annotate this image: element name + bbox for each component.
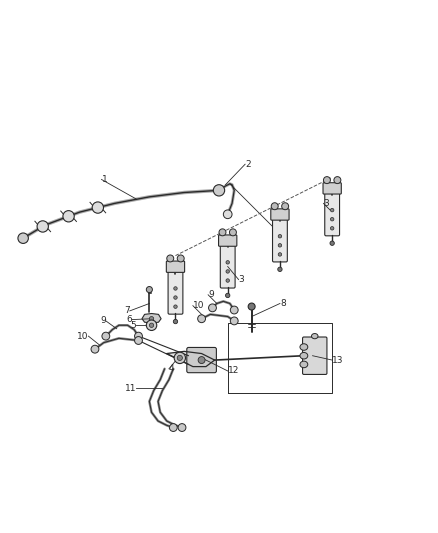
Circle shape — [170, 424, 177, 431]
Polygon shape — [142, 313, 161, 323]
Circle shape — [167, 255, 174, 262]
Text: 10: 10 — [193, 301, 205, 310]
Circle shape — [91, 345, 99, 353]
Circle shape — [178, 424, 186, 431]
Circle shape — [174, 305, 177, 309]
Text: 2: 2 — [245, 160, 251, 169]
Text: 13: 13 — [332, 356, 344, 365]
FancyBboxPatch shape — [303, 337, 327, 375]
Ellipse shape — [311, 334, 318, 339]
Circle shape — [278, 267, 282, 271]
Circle shape — [323, 176, 330, 183]
Circle shape — [173, 319, 178, 324]
Ellipse shape — [300, 344, 308, 350]
Text: 3: 3 — [323, 199, 329, 208]
Circle shape — [174, 287, 177, 290]
Circle shape — [226, 270, 230, 273]
Circle shape — [230, 229, 237, 236]
FancyBboxPatch shape — [271, 209, 289, 220]
Polygon shape — [167, 351, 215, 367]
FancyBboxPatch shape — [219, 235, 237, 246]
FancyBboxPatch shape — [168, 270, 183, 314]
Circle shape — [18, 233, 28, 244]
Circle shape — [63, 211, 74, 222]
Circle shape — [334, 176, 341, 183]
Circle shape — [330, 217, 334, 221]
Circle shape — [177, 356, 183, 360]
Circle shape — [208, 304, 216, 312]
Circle shape — [282, 203, 289, 209]
Circle shape — [271, 203, 278, 209]
Circle shape — [198, 357, 205, 364]
Circle shape — [92, 202, 103, 213]
Circle shape — [174, 352, 185, 364]
FancyBboxPatch shape — [325, 192, 339, 236]
Ellipse shape — [300, 352, 308, 359]
Text: 1: 1 — [102, 175, 107, 184]
Text: 9: 9 — [208, 290, 214, 300]
Circle shape — [278, 244, 282, 247]
Circle shape — [248, 303, 255, 310]
Ellipse shape — [300, 361, 308, 368]
Circle shape — [198, 315, 205, 322]
Circle shape — [230, 317, 238, 325]
Text: 5: 5 — [131, 321, 136, 330]
Circle shape — [213, 184, 225, 196]
Circle shape — [149, 317, 154, 321]
Circle shape — [226, 261, 230, 264]
Circle shape — [219, 229, 226, 236]
FancyBboxPatch shape — [187, 348, 216, 373]
Circle shape — [146, 320, 157, 330]
Text: 6: 6 — [126, 315, 132, 324]
Text: 8: 8 — [280, 299, 286, 308]
Text: 4: 4 — [169, 364, 175, 373]
FancyBboxPatch shape — [323, 183, 341, 194]
Circle shape — [226, 293, 230, 297]
FancyBboxPatch shape — [272, 218, 287, 262]
Text: 12: 12 — [228, 367, 239, 375]
Circle shape — [146, 287, 152, 293]
Circle shape — [330, 241, 334, 245]
Text: 11: 11 — [125, 384, 136, 393]
Circle shape — [149, 323, 154, 327]
Circle shape — [223, 210, 232, 219]
Circle shape — [226, 279, 230, 282]
Circle shape — [230, 306, 238, 314]
Circle shape — [278, 235, 282, 238]
Text: 10: 10 — [77, 332, 88, 341]
Circle shape — [174, 296, 177, 300]
Circle shape — [278, 253, 282, 256]
FancyBboxPatch shape — [166, 261, 185, 272]
Circle shape — [330, 208, 334, 212]
Circle shape — [102, 332, 110, 340]
Text: 9: 9 — [100, 317, 106, 326]
Circle shape — [37, 221, 48, 232]
Circle shape — [134, 332, 142, 340]
Circle shape — [330, 227, 334, 230]
Circle shape — [177, 255, 184, 262]
FancyBboxPatch shape — [220, 244, 235, 288]
Circle shape — [134, 336, 142, 344]
Text: 7: 7 — [124, 306, 130, 316]
Text: 3: 3 — [239, 275, 244, 284]
